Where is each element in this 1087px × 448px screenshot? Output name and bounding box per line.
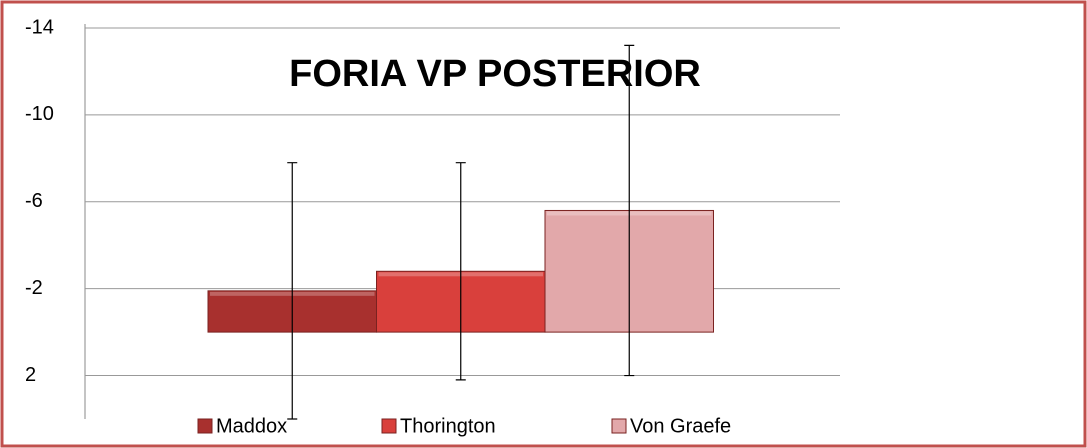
legend-label: Maddox	[216, 415, 287, 437]
error-bar	[624, 44, 635, 377]
legend-swatch	[381, 418, 397, 434]
y-tick-label: 2	[25, 364, 36, 386]
legend-swatch	[197, 418, 213, 434]
legend-label: Von Graefe	[630, 415, 731, 437]
y-tick-label: -10	[25, 103, 54, 125]
legend-label: Thorington	[400, 415, 496, 437]
y-tick-label: -2	[25, 277, 43, 299]
error-bar	[287, 162, 298, 420]
chart-title: FORIA VP POSTERIOR	[289, 53, 701, 95]
error-bar	[455, 162, 466, 381]
y-tick-label: -6	[25, 190, 43, 212]
legend-swatch	[611, 418, 627, 434]
y-tick-label: -14	[25, 16, 54, 38]
